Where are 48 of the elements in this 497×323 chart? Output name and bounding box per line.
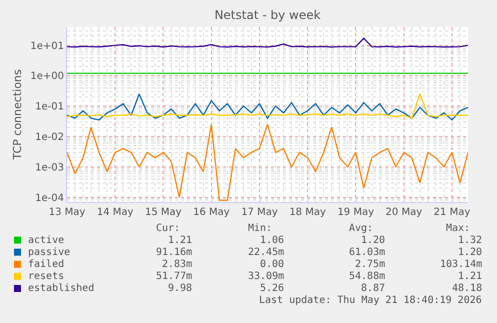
x-tick-label: 17 May <box>241 207 278 218</box>
legend-label: passive <box>28 247 70 258</box>
text: 103.14m <box>440 259 482 270</box>
legend-label: resets <box>28 271 64 282</box>
text: 33.09m <box>248 271 284 282</box>
y-tick-label: 1e-03 <box>35 162 64 174</box>
text: 51.77m <box>156 271 192 282</box>
text: 91.16m <box>156 247 192 258</box>
text: 1.21 <box>168 235 192 246</box>
x-tick-label: 21 May <box>434 207 470 218</box>
y-tick-label: 1e-02 <box>35 132 64 143</box>
text: 48.18 <box>452 283 482 294</box>
x-tick-label: 13 May <box>48 207 86 218</box>
x-tick-label: 19 May <box>337 207 374 218</box>
text: 61.03m <box>349 247 386 258</box>
legend-label: established <box>28 283 94 294</box>
y-tick-label: 1e+01 <box>30 40 64 52</box>
text: 22.45m <box>248 247 284 258</box>
text: 9.98 <box>168 283 192 294</box>
text: Last update: Thu May 21 18:40:19 2026 <box>259 295 482 306</box>
text: 1.06 <box>260 235 284 246</box>
text: 1.20 <box>458 247 482 258</box>
text: 1.21 <box>458 271 482 282</box>
x-tick-label: 20 May <box>386 207 422 218</box>
line-series <box>67 38 468 48</box>
text: 54.88m <box>349 271 386 282</box>
legend-label: active <box>28 235 64 246</box>
text: Min: <box>248 223 272 234</box>
x-tick-label: 18 May <box>289 207 326 218</box>
text: 5.26 <box>260 283 284 294</box>
chart-title: Netstat - by week <box>214 8 321 22</box>
text: 0.00 <box>260 259 284 270</box>
y-axis-title: TCP connections <box>11 69 24 161</box>
text: Cur: <box>156 223 180 234</box>
x-tick-label: 14 May <box>96 207 134 218</box>
y-tick-label: 1e-01 <box>35 102 64 113</box>
x-tick-label: 16 May <box>193 207 230 218</box>
y-tick-label: 1e+00 <box>30 71 64 82</box>
text: Avg: <box>349 223 374 234</box>
legend-label: failed <box>28 259 64 270</box>
text: 1.20 <box>361 235 386 246</box>
text: 1.32 <box>458 235 482 246</box>
text: 2.75m <box>355 259 386 270</box>
text: Max: <box>446 223 470 234</box>
text: 8.87 <box>361 283 386 294</box>
text: 2.83m <box>162 259 192 270</box>
x-tick-label: 15 May <box>144 207 182 218</box>
y-tick-label: 1e-04 <box>35 192 64 204</box>
